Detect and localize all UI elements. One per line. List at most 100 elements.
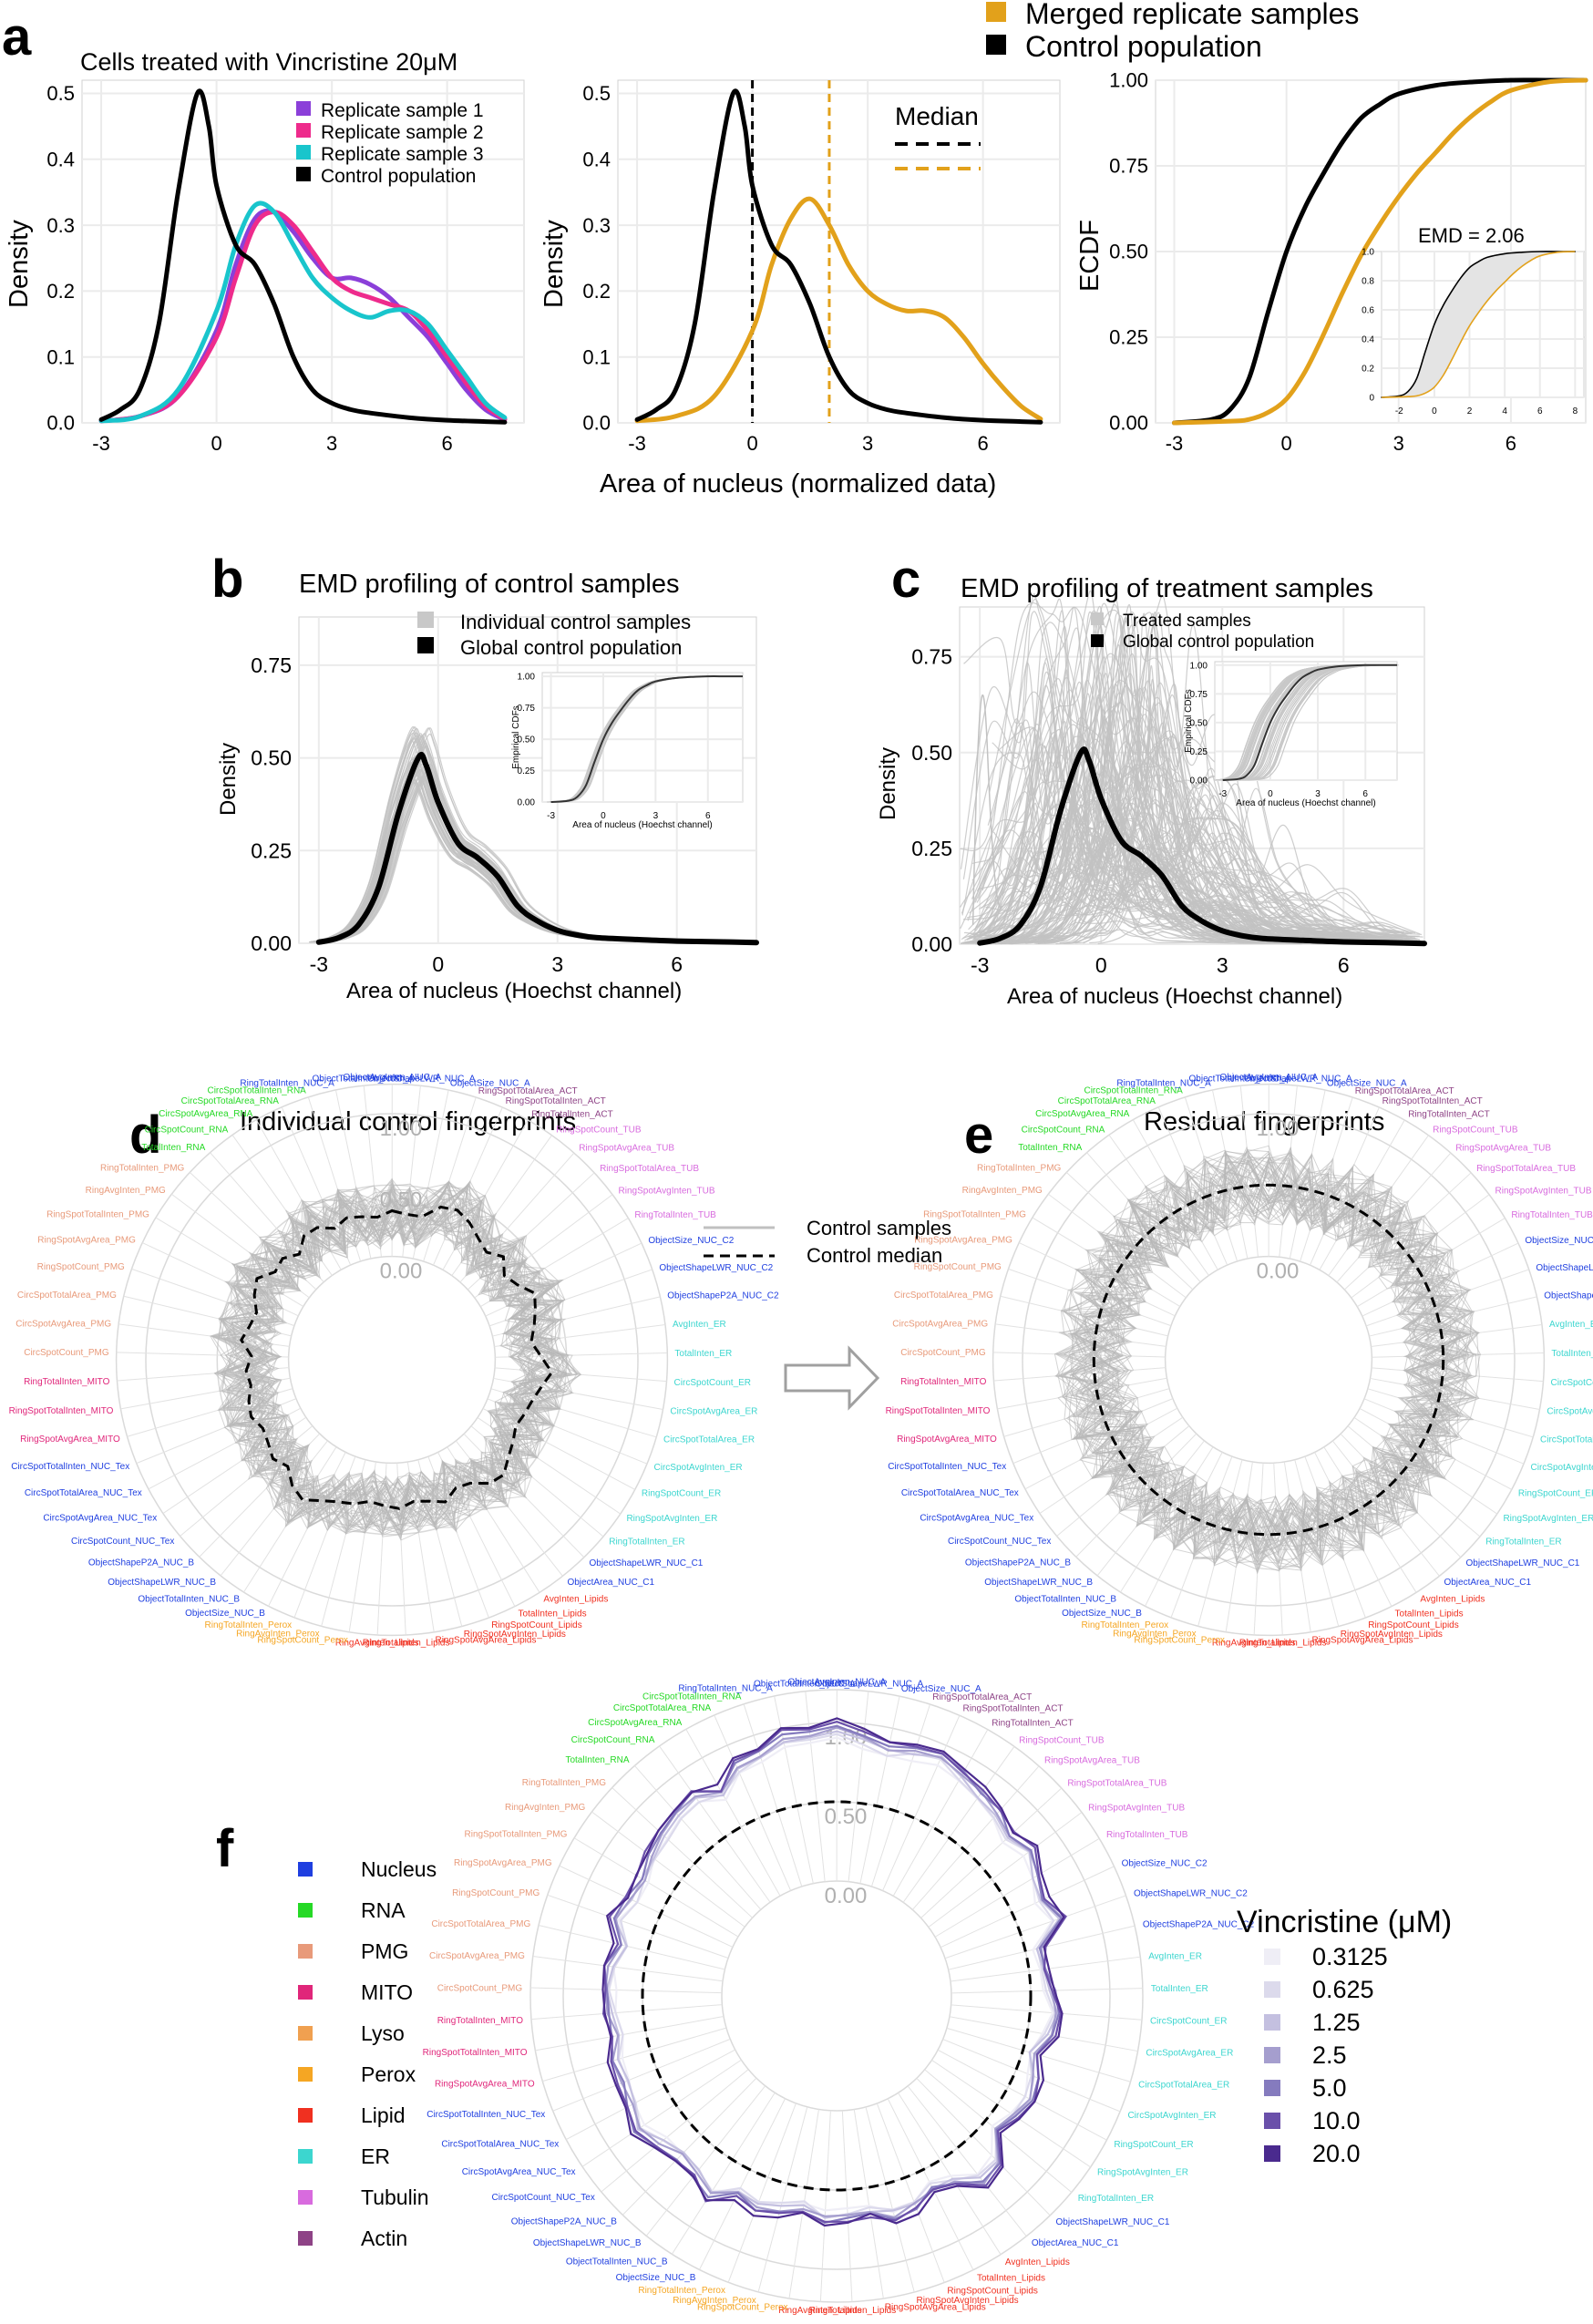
a3-ytick-label: 0.25	[1109, 326, 1148, 349]
emd-annotation: EMD = 2.06	[1418, 224, 1525, 247]
pb-xtick-label: 0	[432, 952, 444, 976]
f-feature-label: RingSpotCount_ER	[1114, 2140, 1193, 2150]
panel-letter-d: d	[129, 1105, 161, 1165]
a2-ytick-label: 0.3	[582, 214, 611, 237]
a3-xtick-label: 3	[1393, 432, 1404, 455]
f-spoke	[559, 1865, 734, 1948]
concentration-label: 5.0	[1312, 2074, 1347, 2102]
f-feature-label: RingSpotAvgInten_TUB	[1088, 1804, 1185, 1814]
f-spoke	[870, 1703, 930, 1887]
pc-xtick-label: 6	[1338, 953, 1350, 977]
f-feature-label: ObjectShapeP2A_NUC_B	[511, 2216, 618, 2226]
legend-swatch-merged	[986, 2, 1006, 22]
f-reference-circle	[641, 1800, 1033, 2192]
d-feature-label: CircSpotCount_PMG	[24, 1348, 109, 1358]
f-spoke	[612, 1787, 753, 1918]
e-feature-label: RingTotalInten_Lipids	[1239, 1639, 1327, 1649]
concentration-label: 1.25	[1312, 2009, 1361, 2036]
panel-letter-a: a	[2, 7, 32, 67]
e-spoke	[1340, 1433, 1462, 1558]
d-feature-label: RingSpotTotalInten_PMG	[46, 1209, 149, 1219]
e-residual-sample-line	[1067, 1183, 1460, 1553]
f-feature-label: RingAvgInten_Lipids	[778, 2306, 862, 2316]
d-feature-label: CircSpotTotalArea_RNA	[181, 1096, 280, 1106]
a3-ytick-label: 0.50	[1109, 241, 1148, 263]
e-feature-label: RingSpotAvgInten_Lipids	[1341, 1630, 1443, 1640]
f-spoke	[547, 1894, 729, 1959]
legend-swatch-control-a1	[296, 167, 311, 181]
legend-label-treated: Treated samples	[1123, 612, 1251, 631]
pc-xtick-label: -3	[971, 953, 989, 977]
e-feature-label: RingSpotCount_Lipids	[1368, 1620, 1459, 1630]
pb-inset-ytick-label: 0.00	[518, 798, 536, 808]
panel-letter-f: f	[216, 1819, 234, 1878]
d-feature-label: RingAvgInten_Lipids	[335, 1639, 419, 1649]
e-feature-label: RingSpotTotalArea_ACT	[1355, 1086, 1454, 1096]
pc-background-curve	[1010, 826, 1391, 945]
f-spoke	[898, 2093, 1002, 2255]
f-feature-label: ObjectShapeLWR_NUC_C1	[1056, 2217, 1170, 2227]
d-feature-label: RingSpotCount_ER	[642, 1489, 721, 1499]
organelle-label: Actin	[361, 2226, 407, 2250]
pc-background-curve	[1049, 737, 1391, 943]
d-control-sample-line	[213, 1189, 560, 1536]
d-spoke	[480, 1218, 629, 1308]
e-residual-sample-line	[1054, 1163, 1480, 1572]
e-feature-label: RingSpotAvgInten_ER	[1503, 1514, 1593, 1524]
e-feature-label: RingSpotAvgArea_TUB	[1455, 1143, 1551, 1153]
pc-background-spike	[971, 694, 1003, 925]
pc-background-curve	[998, 702, 1412, 944]
f-spoke	[916, 2077, 1051, 2216]
panel-c-legend: Treated samples Global control populatio…	[1091, 612, 1314, 652]
pb-ytick-label: 0.00	[251, 931, 292, 955]
a2-ytick-label: 0.1	[582, 345, 611, 368]
pb-inset-xtick-label: 3	[653, 811, 659, 821]
f-feature-label: RingAvgInten_PMG	[505, 1803, 585, 1813]
f-spoke	[920, 1787, 1063, 1918]
e-feature-label: CircSpotCount_PMG	[900, 1348, 986, 1358]
pb-series-global-control-population	[315, 752, 759, 946]
f-ring-label: 0.00	[825, 1884, 868, 1908]
d-feature-label: RingSpotTotalInten_MITO	[9, 1406, 114, 1416]
concentration-swatch	[1264, 2113, 1280, 2129]
f-spoke	[865, 2106, 915, 2293]
d-feature-label: RingTotalInten_NUC_A	[240, 1079, 334, 1089]
pc-inset-ylabel: Empirical CDFs	[1184, 689, 1194, 752]
f-feature-label: RingSpotAvgArea_Lipids	[885, 2302, 986, 2312]
d-feature-label: RingSpotAvgInten_TUB	[619, 1186, 715, 1196]
e-residual-sample-line	[1062, 1157, 1461, 1561]
d-feature-label: CircSpotTotalInten_NUC_Tex	[11, 1462, 129, 1472]
panel-a1-title: Cells treated with Vincristine 20μM	[80, 48, 457, 76]
pc-background-curve	[999, 696, 1420, 944]
concentration-label: 2.5	[1312, 2041, 1347, 2069]
f-feature-label: RingTotalInten_PMG	[522, 1778, 606, 1788]
e-feature-label: RingSpotTotalArea_TUB	[1476, 1164, 1576, 1174]
d-feature-label: RingTotalInten_TUB	[634, 1210, 716, 1220]
panel-c-xlabel: Area of nucleus (Hoechst channel)	[1007, 984, 1342, 1009]
legend-swatch-treated	[1091, 612, 1104, 625]
e-feature-label: ObjectSize_NUC_C2	[1525, 1236, 1593, 1246]
panel-letter-e: e	[964, 1105, 993, 1165]
f-feature-label: RingSpotTotalArea_TUB	[1067, 1778, 1166, 1788]
e-feature-label: RingSpotCount_Perox	[1134, 1635, 1225, 1645]
pc-inset-ytick-label: 0.75	[1190, 690, 1208, 700]
d-feature-label: CircSpotTotalInten_RNA	[207, 1086, 306, 1096]
e-feature-label: CircSpotTotalInten_NUC_Tex	[888, 1462, 1006, 1472]
legend-label-global-control-b: Global control population	[460, 636, 682, 659]
pc-inset-xtick-label: -3	[1218, 789, 1227, 799]
f-spoke	[892, 1729, 989, 1897]
pc-inset-xtick-label: 0	[1268, 789, 1273, 799]
a2-xtick-label: 3	[862, 432, 873, 455]
organelle-swatch	[298, 2108, 313, 2123]
f-spoke	[902, 1746, 1015, 1903]
e-residual-sample-line	[1071, 1151, 1469, 1571]
e-feature-label: AvgInten_Lipids	[1420, 1595, 1485, 1605]
f-spoke	[634, 1765, 762, 1910]
a3-inset-xtick-label: 8	[1573, 406, 1578, 416]
e-feature-label: ObjectTotalInten_NUC_B	[1014, 1594, 1116, 1604]
f-spoke	[645, 2085, 766, 2237]
e-feature-label: ObjectShapeLWR_NUC_C2	[1536, 1263, 1593, 1273]
f-feature-label: ObjectShapeLWR_NUC_B	[533, 2238, 642, 2248]
pc-background-curve	[973, 612, 1396, 938]
legend-label-global-control-c: Global control population	[1123, 632, 1314, 652]
